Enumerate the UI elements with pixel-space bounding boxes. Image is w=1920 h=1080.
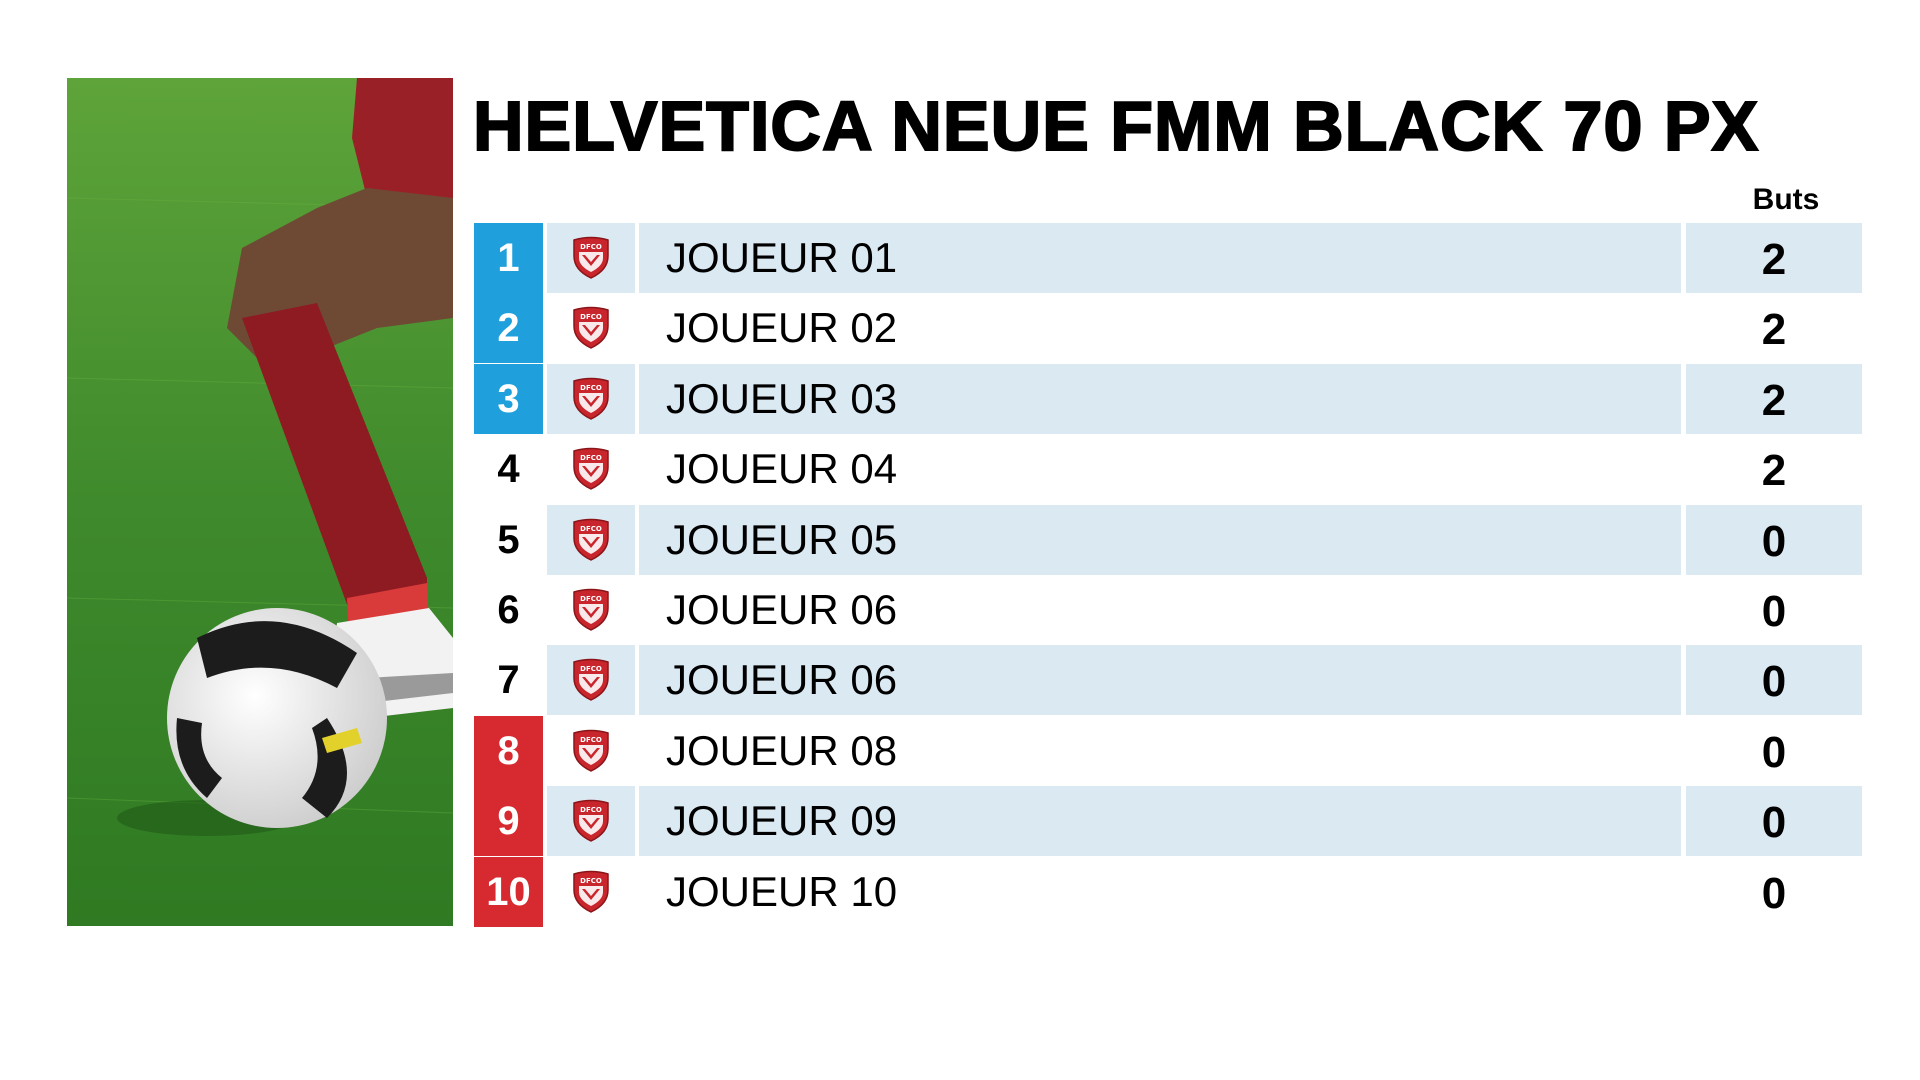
table-row: 6 DFCO JOUEUR 06 0 [474,575,1862,645]
goals-value: 2 [1686,363,1862,434]
player-name: JOUEUR 10 [666,867,898,915]
football-player-photo [67,78,453,926]
dfco-shield-icon: DFCO [547,716,635,786]
club-logo-text: DFCO [580,665,602,673]
player-name: JOUEUR 06 [639,645,1681,716]
dfco-shield-icon: DFCO [547,363,635,434]
table-row: 3 DFCO JOUEUR 03 2 [474,363,1862,434]
goals-value: 2 [1686,223,1862,293]
club-logo-text: DFCO [580,313,602,321]
player-name: JOUEUR 03 [639,363,1681,434]
rank-cell: 6 [497,587,520,632]
club-logo-text: DFCO [580,736,602,744]
rank-cell: 7 [497,658,520,703]
club-logo-text: DFCO [580,595,602,603]
table-row: 2 DFCO JOUEUR 02 2 [474,293,1862,364]
club-logo-text: DFCO [580,454,602,462]
rank-cell: 5 [497,517,520,562]
goals-value: 0 [1686,786,1862,857]
player-name: JOUEUR 02 [666,304,898,352]
rank-cell: 1 [474,223,543,293]
rank-cell: 8 [474,715,543,786]
table-row: 4 DFCO JOUEUR 04 2 [474,434,1862,504]
table-row: 1 DFCO JOUEUR 01 2 [474,223,1862,293]
dfco-shield-icon: DFCO [547,786,635,857]
club-logo-text: DFCO [580,243,602,251]
rank-cell: 4 [497,447,520,492]
goals-value: 0 [1761,868,1787,918]
dfco-shield-icon: DFCO [547,645,635,716]
dfco-shield-icon: DFCO [547,434,635,504]
goals-value: 2 [1761,446,1787,496]
dfco-shield-icon: DFCO [547,857,635,927]
table-row: 7 DFCO JOUEUR 06 0 [474,645,1862,716]
player-name: JOUEUR 04 [666,445,898,493]
goals-value: 0 [1686,504,1862,575]
rank-cell: 9 [474,786,543,857]
player-name: JOUEUR 08 [666,726,898,774]
table-row: 8 DFCO JOUEUR 08 0 [474,715,1862,786]
page-title: HELVETICA NEUE FMM BLACK 70 PX [472,86,1760,166]
ranking-table: 1 DFCO JOUEUR 01 2 2 DFCO JOUEUR 02 2 3 DFCO JOUEU… [474,223,1862,927]
goals-value: 0 [1761,586,1787,636]
player-name: JOUEUR 01 [639,223,1681,293]
table-row: 9 DFCO JOUEUR 09 0 [474,786,1862,857]
table-row: 5 DFCO JOUEUR 05 0 [474,504,1862,575]
goals-value: 0 [1686,645,1862,716]
dfco-shield-icon: DFCO [547,223,635,293]
club-logo-text: DFCO [580,384,602,392]
dfco-shield-icon: DFCO [547,504,635,575]
rank-cell: 3 [474,363,543,434]
table-row: 10 DFCO JOUEUR 10 0 [474,856,1862,927]
goals-value: 0 [1761,727,1787,777]
club-logo-text: DFCO [580,877,602,885]
goals-column-header: Buts [1752,183,1820,216]
player-name: JOUEUR 06 [666,585,898,633]
dfco-shield-icon: DFCO [547,293,635,363]
dfco-shield-icon: DFCO [547,575,635,645]
rank-cell: 10 [474,856,543,927]
player-name: JOUEUR 09 [639,786,1681,857]
club-logo-text: DFCO [580,806,602,814]
rank-cell: 2 [474,293,543,364]
club-logo-text: DFCO [580,525,602,533]
goals-value: 2 [1761,305,1787,355]
player-name: JOUEUR 05 [639,504,1681,575]
